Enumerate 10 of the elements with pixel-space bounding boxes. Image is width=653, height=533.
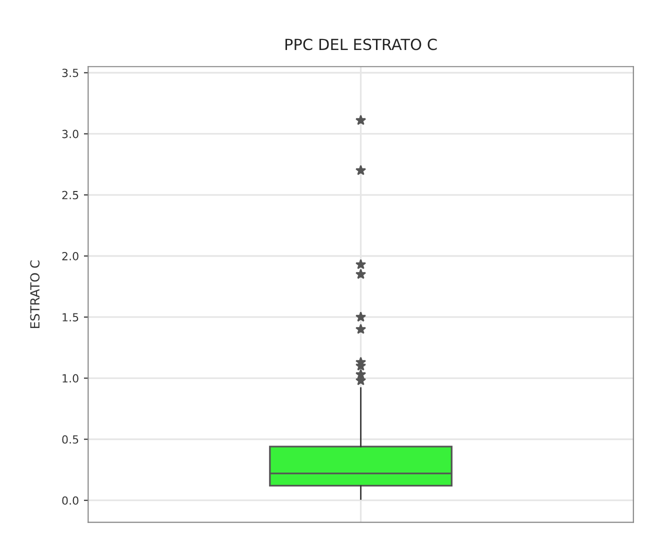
y-tick-label: 1.5 — [62, 313, 78, 322]
chart-title: PPC DEL ESTRATO C — [285, 38, 437, 50]
y-tick-label: 3.0 — [62, 130, 78, 138]
y-tick-label: 0.5 — [62, 435, 78, 444]
y-axis-title: ESTRATO C — [30, 260, 40, 328]
y-tick-label: 1.0 — [62, 374, 78, 383]
y-tick-label: 0.0 — [62, 496, 78, 505]
y-tick-label: 3.5 — [62, 68, 78, 78]
y-tick-label: 2.5 — [62, 190, 78, 200]
y-tick-label: 2.0 — [62, 252, 78, 260]
